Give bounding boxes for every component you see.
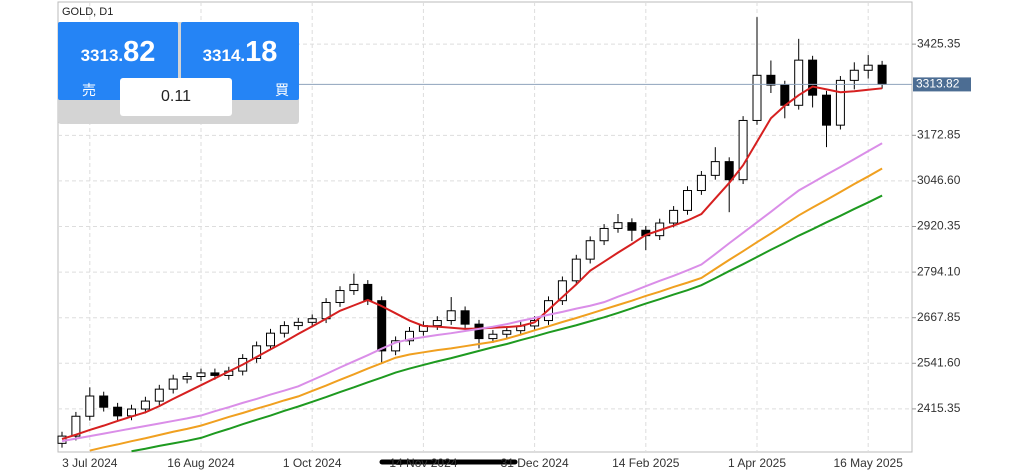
candle-body [683,190,692,211]
candle-body [99,395,109,408]
candle-body [293,321,303,327]
candle-body [391,340,401,352]
chart-title: GOLD, D1 [62,6,113,18]
buy-price: 3314.18 [181,36,299,69]
candle-body [822,94,831,126]
x-tick-label: 14 Feb 2025 [612,456,680,470]
y-tick-label: 2794.10 [917,264,961,278]
candle-body [71,415,81,437]
y-tick-label: 2541.60 [917,355,961,369]
candle-body [863,64,873,71]
candle-body [502,330,512,335]
candle-body [613,222,623,229]
last-price-label: 3313.82 [916,77,960,91]
y-tick-label: 3046.60 [917,173,961,187]
candle-body [154,388,164,402]
moving-average-line [89,167,883,452]
moving-average-line [131,194,883,453]
candle-body [738,119,748,181]
candle-body [877,64,887,85]
candle-body [696,174,706,192]
candle-body [585,240,595,260]
candle-body [599,227,609,242]
trade-panel: 3313.82 売 3314.18 買 0.11 [58,22,299,124]
x-tick-label: 3 Jul 2024 [62,456,118,470]
moving-average-line [61,142,883,443]
candle-body [446,310,456,322]
sell-price-big: 82 [123,36,156,68]
buy-price-main: 3314. [202,46,246,65]
x-tick-label: 16 Aug 2024 [167,456,235,470]
candle-body [140,400,150,410]
candle-body [182,376,192,380]
candle-body [113,406,123,417]
candle-body [669,209,679,224]
candle-body [363,283,373,302]
sell-price-main: 3313. [80,46,124,65]
candle-body [405,330,414,342]
x-tick-label: 14 Nov 2024 [389,456,457,470]
x-tick-label: 1 Apr 2025 [728,456,786,470]
candle-body [335,290,345,303]
moving-average-line [61,85,883,440]
candle-body [432,320,442,327]
candle-body [557,280,567,302]
buy-label: 買 [275,82,289,98]
x-tick-label: 1 Oct 2024 [283,456,342,470]
candle-body [349,283,359,292]
candle-body [571,258,581,282]
y-tick-label: 2415.35 [917,401,961,415]
candle-body [849,69,859,81]
sell-label: 売 [82,82,96,98]
candle-body [307,318,317,323]
candle-body [168,378,178,390]
candle-body [85,395,95,417]
candle-body [835,79,845,126]
sell-price: 3313.82 [58,36,178,69]
buy-price-big: 18 [245,36,278,68]
candle-body [627,222,637,231]
spread: 0.11 [120,78,232,116]
candle-body [210,372,220,376]
candle-body [377,300,387,352]
x-tick-label: 31 Dec 2024 [501,456,569,470]
candle-body [766,74,776,86]
candle-body [794,59,804,106]
x-tick-label: 16 May 2025 [834,456,904,470]
candle-body [474,323,484,340]
candle-body [196,372,206,378]
y-tick-label: 3172.85 [917,127,961,141]
candle-body [266,332,275,347]
candle-body [752,74,762,121]
candle-body [710,161,720,176]
candle-body [724,161,734,181]
candle-body [460,310,470,325]
y-tick-label: 3425.35 [917,36,961,50]
candle-body [780,84,790,106]
candle-body [252,345,262,359]
candle-body [808,59,818,96]
y-tick-label: 2667.85 [917,310,961,324]
y-tick-label: 2920.35 [917,219,961,233]
last-price-box [913,77,971,92]
candle-body [279,325,289,334]
candle-body [488,333,498,340]
